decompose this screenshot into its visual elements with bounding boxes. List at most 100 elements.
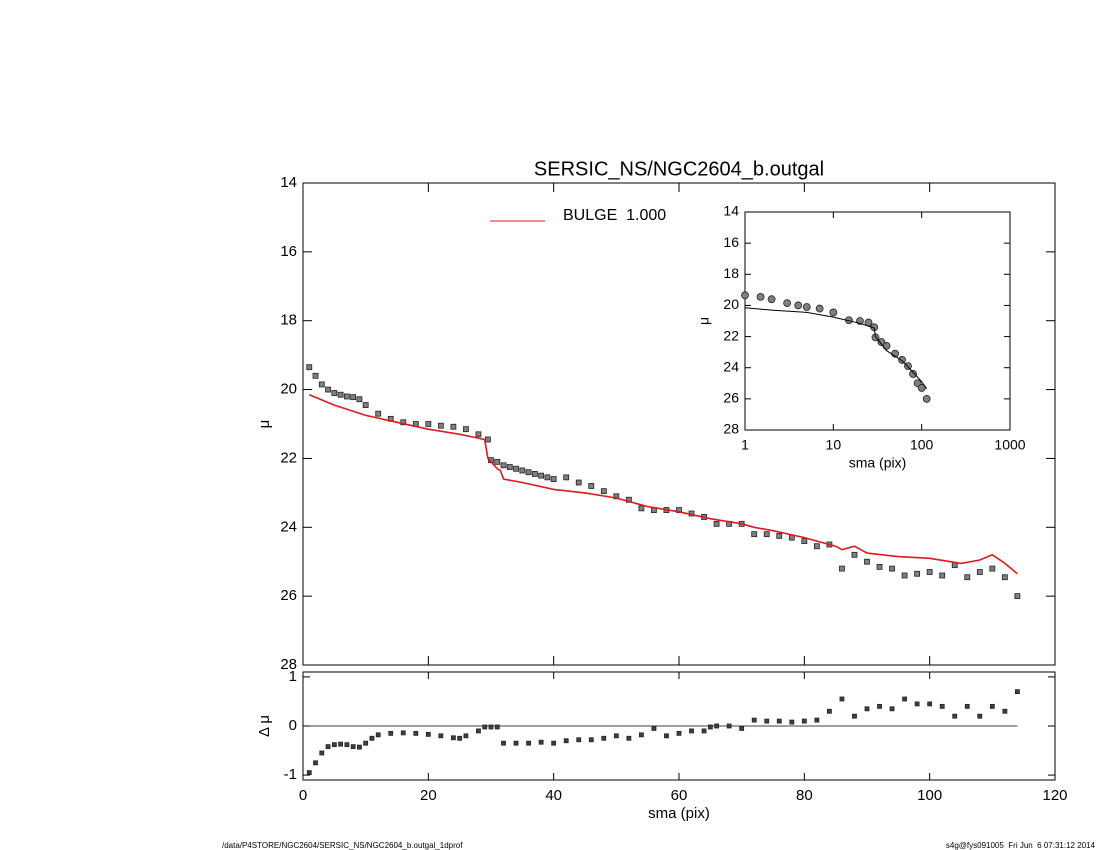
x-tick-label: 1000 xyxy=(994,437,1025,453)
data-point xyxy=(964,574,971,581)
data-point xyxy=(531,471,538,477)
data-point xyxy=(356,396,363,403)
data-point xyxy=(713,520,720,527)
y-tick-label: 18 xyxy=(723,265,739,281)
data-point xyxy=(877,703,882,709)
data-point xyxy=(827,708,832,714)
y-axis-label: μ xyxy=(696,317,712,325)
y-tick-label: 22 xyxy=(280,449,297,466)
data-point xyxy=(494,724,500,730)
data-point xyxy=(917,384,926,392)
data-point xyxy=(1002,708,1008,714)
model-line xyxy=(744,307,928,389)
data-point xyxy=(926,569,933,575)
data-point xyxy=(600,488,607,495)
data-point xyxy=(939,703,945,709)
data-point xyxy=(776,532,783,539)
data-point xyxy=(375,732,381,738)
y-tick-label: 14 xyxy=(723,203,739,219)
data-point xyxy=(576,737,582,743)
data-point xyxy=(763,531,770,538)
x-tick-label: 10 xyxy=(826,437,842,453)
data-point xyxy=(756,292,765,301)
data-point xyxy=(318,381,325,388)
model-line xyxy=(308,393,1018,575)
data-point xyxy=(989,565,996,572)
data-point xyxy=(538,739,544,745)
data-point xyxy=(506,464,513,470)
data-point xyxy=(829,308,838,317)
data-point xyxy=(563,474,570,481)
data-point xyxy=(813,543,820,550)
data-point xyxy=(839,696,845,702)
data-point xyxy=(482,724,488,730)
data-point xyxy=(852,713,857,719)
data-point xyxy=(801,718,807,724)
y-tick-label: 26 xyxy=(280,587,297,604)
data-point xyxy=(613,733,619,739)
data-point xyxy=(488,724,494,730)
y-axis-label: Δ μ xyxy=(256,715,273,737)
data-point xyxy=(977,713,983,719)
data-point xyxy=(563,738,569,744)
data-point xyxy=(914,570,921,577)
data-point xyxy=(550,476,557,482)
data-point xyxy=(306,770,312,776)
data-point xyxy=(1001,574,1008,581)
data-point xyxy=(425,421,432,427)
data-point xyxy=(839,565,845,572)
data-point xyxy=(902,696,907,702)
y-tick-label: 20 xyxy=(723,296,739,312)
data-point xyxy=(882,342,891,350)
data-point xyxy=(450,423,457,430)
data-point xyxy=(313,760,318,766)
data-point xyxy=(362,402,369,408)
data-point xyxy=(976,569,983,575)
data-point xyxy=(425,731,431,737)
data-point xyxy=(525,469,532,476)
data-point xyxy=(388,730,394,736)
footer-right: s4g@fys091005 Fri Jun 6 07:31:12 2014 xyxy=(946,841,1096,850)
data-point xyxy=(901,572,908,579)
data-point xyxy=(815,304,824,313)
data-point xyxy=(475,431,482,438)
y-tick-label: -1 xyxy=(284,766,297,783)
data-point xyxy=(494,458,501,465)
y-tick-label: 16 xyxy=(280,243,297,260)
x-tick-label: 80 xyxy=(796,787,813,804)
x-tick-label: 100 xyxy=(910,437,934,453)
data-point xyxy=(476,728,481,734)
data-point xyxy=(776,718,782,724)
data-point xyxy=(463,733,469,739)
x-tick-label: 40 xyxy=(545,787,562,804)
data-point xyxy=(864,706,870,712)
plot-frame xyxy=(744,211,1011,431)
data-point xyxy=(751,531,758,538)
x-axis-label: sma (pix) xyxy=(648,805,710,822)
y-tick-label: 0 xyxy=(289,717,297,734)
y-tick-label: 24 xyxy=(280,518,297,535)
data-point xyxy=(783,299,792,307)
data-point xyxy=(344,742,350,748)
data-point xyxy=(909,370,918,378)
data-point xyxy=(437,422,444,429)
x-tick-label: 1 xyxy=(741,437,749,453)
data-point xyxy=(764,718,770,724)
y-tick-label: 28 xyxy=(723,421,739,437)
data-point xyxy=(689,728,694,734)
data-point xyxy=(767,295,776,304)
data-point xyxy=(350,744,356,750)
data-point xyxy=(714,723,719,729)
x-tick-label: 120 xyxy=(1042,787,1067,804)
data-point xyxy=(400,419,407,426)
data-point xyxy=(876,563,883,570)
x-tick-label: 20 xyxy=(420,787,437,804)
y-tick-label: 16 xyxy=(723,234,739,250)
footer-left: /data/P4STORE/NGC2604/SERSIC_NS/NGC2604_… xyxy=(222,841,463,850)
data-point xyxy=(1014,593,1021,600)
data-point xyxy=(463,426,469,433)
data-point xyxy=(375,410,382,417)
data-point xyxy=(369,735,375,741)
data-point xyxy=(331,390,338,396)
data-point xyxy=(343,393,350,400)
